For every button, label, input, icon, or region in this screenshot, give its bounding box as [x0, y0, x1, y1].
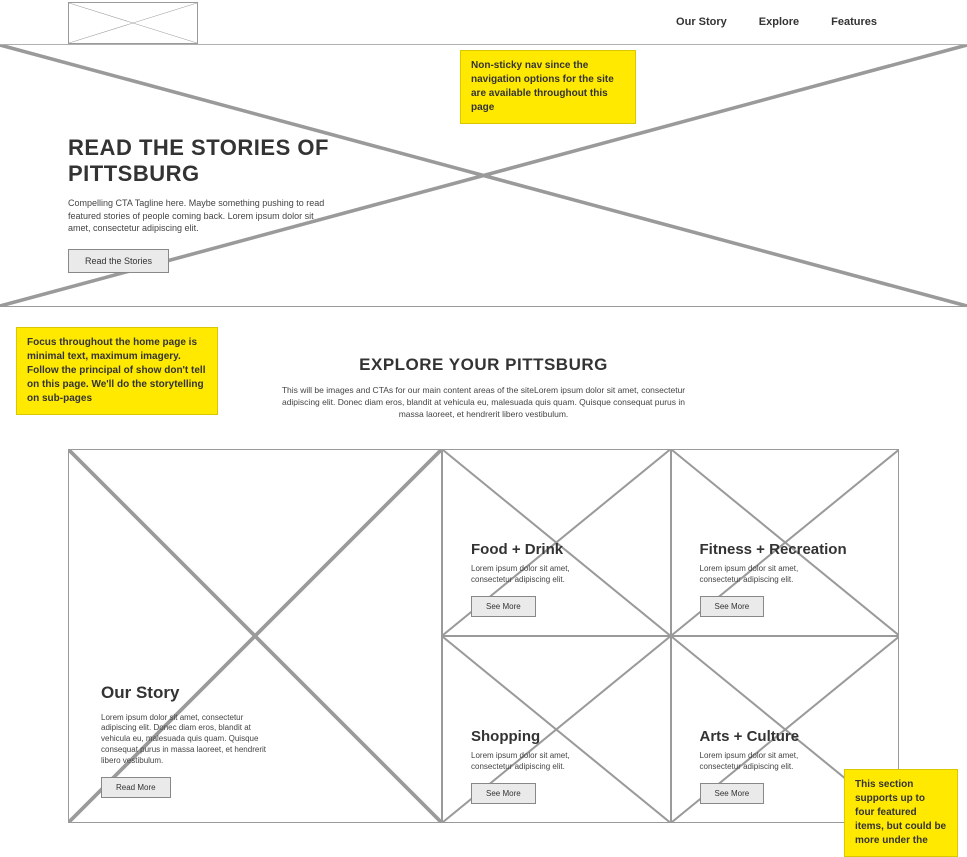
logo-placeholder — [68, 2, 198, 44]
tile-title: Fitness + Recreation — [700, 541, 879, 558]
tile-desc: Lorem ipsum dolor sit amet, consectetur … — [101, 713, 281, 767]
hero-tagline: Compelling CTA Tagline here. Maybe somet… — [68, 197, 328, 235]
annotation-imagery-note: Focus throughout the home page is minima… — [16, 327, 218, 415]
see-more-button[interactable]: See More — [471, 783, 536, 804]
see-more-button[interactable]: See More — [700, 783, 765, 804]
tile-our-story: Our Story Lorem ipsum dolor sit amet, co… — [68, 449, 442, 823]
nav-our-story[interactable]: Our Story — [676, 16, 727, 28]
tile-title: Our Story — [101, 683, 401, 703]
see-more-button[interactable]: See More — [700, 596, 765, 617]
tile-desc: Lorem ipsum dolor sit amet, consectetur … — [700, 564, 830, 586]
tile-desc: Lorem ipsum dolor sit amet, consectetur … — [471, 564, 601, 586]
tile-food-drink: Food + Drink Lorem ipsum dolor sit amet,… — [442, 449, 671, 636]
tile-title: Food + Drink — [471, 541, 650, 558]
tile-shopping: Shopping Lorem ipsum dolor sit amet, con… — [442, 636, 671, 823]
explore-grid: Our Story Lorem ipsum dolor sit amet, co… — [68, 449, 899, 823]
annotation-nav-note: Non-sticky nav since the navigation opti… — [460, 50, 636, 124]
tile-title: Shopping — [471, 728, 650, 745]
see-more-button[interactable]: See More — [471, 596, 536, 617]
annotation-featured-note: This section supports up to four feature… — [844, 769, 958, 857]
top-nav: Our Story Explore Features — [0, 0, 967, 45]
explore-subtitle: This will be images and CTAs for our mai… — [279, 385, 689, 421]
nav-links: Our Story Explore Features — [676, 0, 899, 44]
tile-title: Arts + Culture — [700, 728, 879, 745]
read-stories-button[interactable]: Read the Stories — [68, 249, 169, 273]
nav-explore[interactable]: Explore — [759, 16, 799, 28]
read-more-button[interactable]: Read More — [101, 777, 171, 798]
tile-desc: Lorem ipsum dolor sit amet, consectetur … — [471, 751, 601, 773]
nav-features[interactable]: Features — [831, 16, 877, 28]
hero-title: READ THE STORIES OF PITTSBURG — [68, 135, 408, 187]
tile-fitness-recreation: Fitness + Recreation Lorem ipsum dolor s… — [671, 449, 900, 636]
tile-desc: Lorem ipsum dolor sit amet, consectetur … — [700, 751, 830, 773]
